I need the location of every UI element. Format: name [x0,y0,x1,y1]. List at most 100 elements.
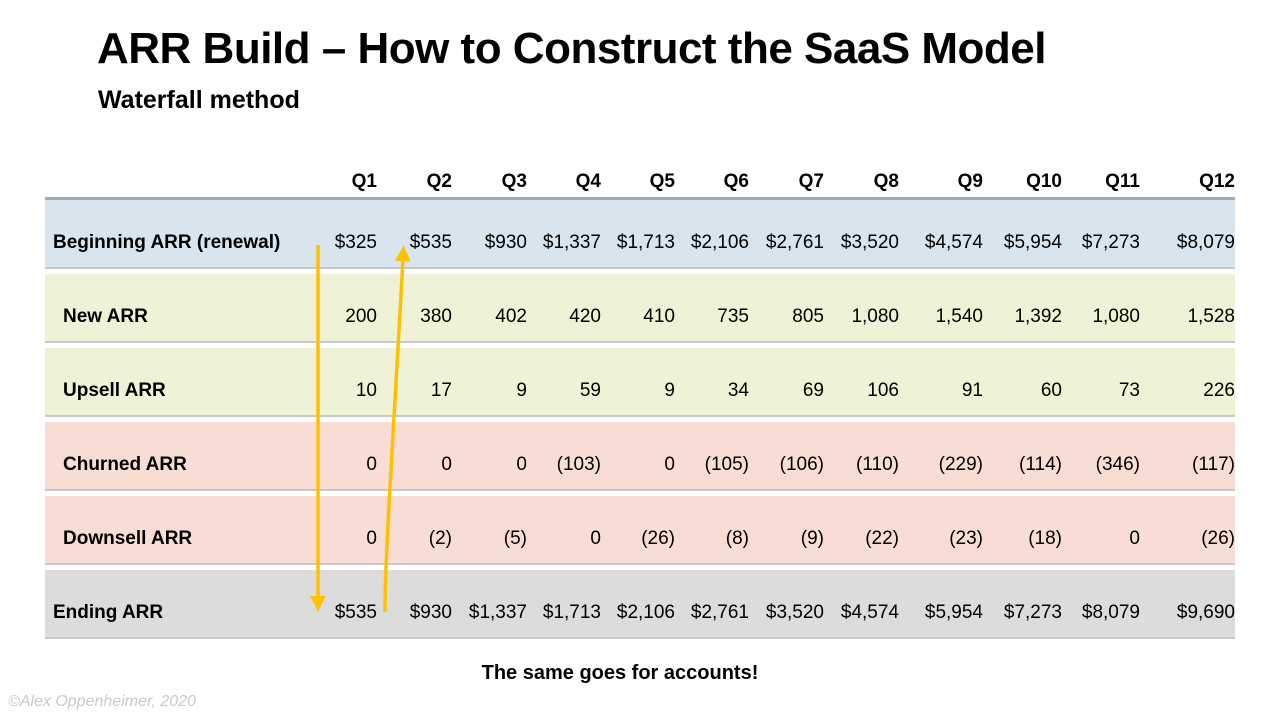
cell-value: $5,954 [924,602,983,623]
cell-value: 805 [792,306,824,327]
cell-value: $930 [409,602,452,623]
footnote: The same goes for accounts! [481,662,759,684]
cell-value: $1,713 [616,232,675,253]
table-row: Downsell ARR 0 (2) (5) 0 (26) (8) (9) (22) (23) (1… [45,496,1235,565]
cell-value: $1,337 [542,232,601,253]
cell-value: $3,520 [840,232,899,253]
cell-value: 410 [643,306,675,327]
cell-value: 0 [590,528,601,549]
row-label: New ARR [63,306,148,327]
cell-value: $1,713 [542,602,601,623]
cell-value: $7,273 [1081,232,1140,253]
slide-title: ARR Build – How to Construct the SaaS Mo… [97,24,1047,73]
cell-value: 0 [441,454,452,475]
cell-value: $325 [334,232,377,253]
cell-value: 0 [664,454,675,475]
cell-value: 73 [1118,380,1140,401]
cell-value: (2) [428,528,452,549]
cell-value: 402 [495,306,527,327]
cell-value: 106 [867,380,899,401]
cell-value: $2,106 [616,602,675,623]
quarter-header-q1: Q1 [351,171,377,192]
cell-value: 735 [717,306,749,327]
cell-value: 380 [420,306,452,327]
quarter-header-q12: Q12 [1199,171,1235,192]
cell-value: (8) [725,528,749,549]
cell-value: (117) [1192,454,1235,475]
table-header-row: Q1 Q2 Q3 Q4 Q5 Q6 Q7 Q8 Q9 Q10 Q11 Q12 [45,163,1235,197]
cell-value: $1,337 [468,602,527,623]
quarter-header-q8: Q8 [873,171,899,192]
cell-value: (106) [779,454,824,475]
quarter-header-q6: Q6 [723,171,749,192]
cell-value: 1,392 [1014,306,1062,327]
cell-value: 0 [1129,528,1140,549]
quarter-header-q4: Q4 [575,171,601,192]
cell-value: 60 [1040,380,1062,401]
quarter-header-q11: Q11 [1105,171,1140,192]
cell-value: 200 [345,306,377,327]
cell-value: (5) [503,528,527,549]
cell-value: 0 [516,454,527,475]
cell-value: $2,761 [765,232,824,253]
quarter-header-q7: Q7 [798,171,824,192]
cell-value: (229) [938,454,983,475]
table-row: Churned ARR 0 0 0 (103) 0 (105) (106) (110) (229)… [45,422,1235,491]
cell-value: (110) [856,454,899,475]
cell-value: $930 [484,232,527,253]
copyright-credit: ©Alex Oppenheimer, 2020 [8,693,196,710]
row-label: Ending ARR [53,602,164,623]
cell-value: 34 [727,380,749,401]
cell-value: (22) [865,528,899,549]
cell-value: 420 [569,306,601,327]
cell-value: (23) [949,528,983,549]
row-label: Churned ARR [63,454,187,475]
cell-value: $2,761 [690,602,749,623]
cell-value: 59 [579,380,601,401]
cell-value: 10 [355,380,377,401]
cell-value: $3,520 [765,602,824,623]
cell-value: 0 [366,528,377,549]
cell-value: 0 [366,454,377,475]
cell-value: 9 [516,380,527,401]
cell-value: $535 [409,232,452,253]
cell-value: (103) [556,454,601,475]
arr-build-table: Q1 Q2 Q3 Q4 Q5 Q6 Q7 Q8 Q9 Q10 Q11 Q12 Beginning AR… [45,163,1235,644]
cell-value: $4,574 [840,602,899,623]
cell-value: $2,106 [690,232,749,253]
quarter-header-q3: Q3 [501,171,527,192]
table-row: Ending ARR $535 $930 $1,337 $1,713 $2,106 $2,7… [45,570,1235,639]
cell-value: $535 [334,602,377,623]
cell-value: 17 [430,380,452,401]
cell-value: $5,954 [1003,232,1062,253]
quarter-header-q5: Q5 [649,171,675,192]
table-body: Beginning ARR (renewal) $325 $535 $930 $1,33… [45,197,1235,639]
table-row: Beginning ARR (renewal) $325 $535 $930 $1,33… [45,200,1235,269]
cell-value: 91 [961,380,983,401]
cell-value: $8,079 [1176,232,1235,253]
cell-value: (346) [1095,454,1140,475]
cell-value: 226 [1203,380,1235,401]
cell-value: $4,574 [924,232,983,253]
table-row: New ARR 200 380 402 420 410 735 805 1,080 1,540 1,… [45,274,1235,343]
quarter-header-q10: Q10 [1026,171,1062,192]
quarter-header-q9: Q9 [957,171,983,192]
cell-value: (26) [641,528,675,549]
cell-value: 1,080 [851,306,899,327]
cell-value: (105) [704,454,749,475]
cell-value: $8,079 [1081,602,1140,623]
cell-value: (26) [1201,528,1235,549]
row-label: Downsell ARR [63,528,193,549]
table-corner-cell [45,193,300,197]
slide-subtitle: Waterfall method [98,86,300,114]
cell-value: 1,540 [935,306,983,327]
row-label: Upsell ARR [63,380,166,401]
quarter-header-q2: Q2 [426,171,452,192]
table-row: Upsell ARR 10 17 9 59 9 34 69 106 91 60 73 226 [45,348,1235,417]
cell-value: $9,690 [1176,602,1235,623]
cell-value: (18) [1028,528,1062,549]
cell-value: 1,528 [1187,306,1235,327]
cell-value: (9) [800,528,824,549]
cell-value: $7,273 [1003,602,1062,623]
